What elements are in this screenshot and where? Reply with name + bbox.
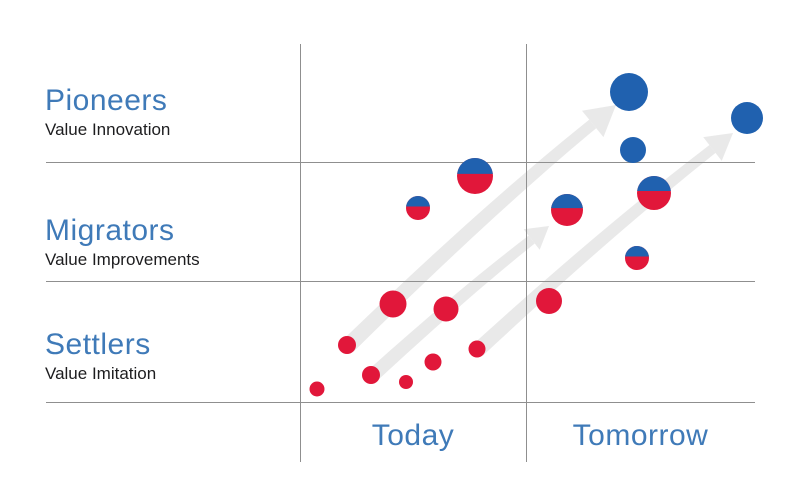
row-label-pioneers: Pioneers Value Innovation: [45, 84, 170, 140]
settler-dot: [468, 340, 486, 358]
growth-arrow-head: [582, 105, 616, 138]
row-label-migrators: Migrators Value Improvements: [45, 214, 200, 270]
migrator-dot-blue-half: [457, 157, 493, 174]
migrator-dot-blue-half: [625, 246, 649, 257]
settler-dot: [379, 290, 407, 318]
row-title-pioneers: Pioneers: [45, 84, 168, 117]
row-label-settlers: Settlers Value Imitation: [45, 328, 156, 384]
settler-dot: [362, 366, 380, 384]
settler-dot: [433, 296, 459, 322]
pioneer-dot: [731, 102, 763, 134]
growth-arrows-layer: [342, 105, 733, 382]
migrator-dot-blue-half: [551, 193, 583, 209]
pioneer-dot: [620, 137, 646, 163]
growth-arrow-shaft: [342, 119, 597, 352]
settler-dot: [424, 353, 442, 371]
migrator-dot-blue-half: [406, 195, 430, 207]
row-title-migrators: Migrators: [45, 214, 175, 247]
pioneer-dot: [610, 73, 648, 111]
growth-arrow-shaft: [472, 145, 716, 356]
migrator-dot-blue-half: [637, 176, 671, 191]
settler-dot: [536, 288, 562, 314]
settler-dot: [338, 336, 356, 354]
column-label-today: Today: [371, 419, 455, 452]
growth-arrow-head: [523, 226, 549, 250]
row-title-settlers: Settlers: [45, 328, 151, 361]
column-label-tomorrow: Tomorrow: [572, 419, 709, 452]
row-subtitle-settlers: Value Imitation: [45, 364, 157, 383]
settler-dot: [399, 375, 413, 389]
row-subtitle-pioneers: Value Innovation: [45, 120, 171, 139]
data-points-layer: [309, 73, 763, 397]
growth-arrow-head: [703, 133, 733, 161]
row-subtitle-migrators: Value Improvements: [45, 250, 200, 269]
grid-lines-layer: [46, 44, 755, 462]
settler-dot: [309, 381, 325, 397]
